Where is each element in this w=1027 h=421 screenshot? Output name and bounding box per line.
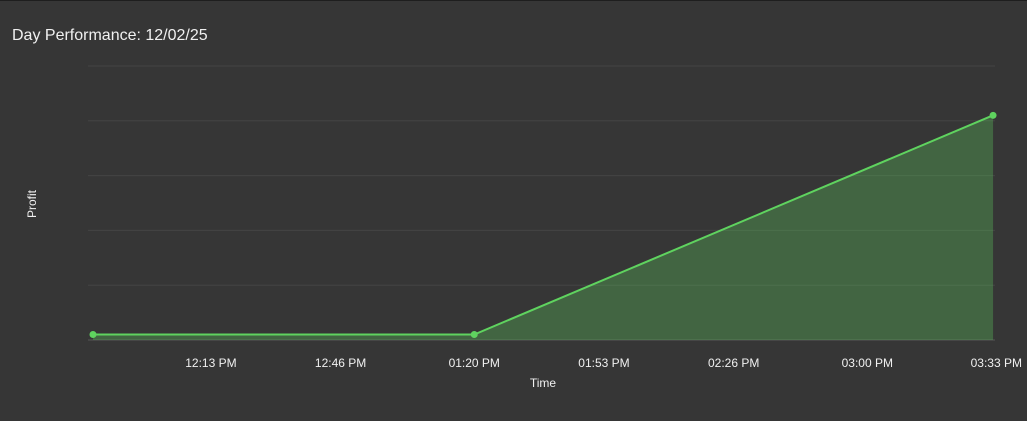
area-fill (93, 115, 994, 340)
x-axis-label: Time (530, 376, 557, 390)
chart-title: Day Performance: 12/02/25 (12, 27, 208, 44)
point (470, 331, 478, 339)
top-border (0, 0, 1027, 1)
point (989, 111, 997, 119)
x-tick-label: 03:33 PM (971, 356, 1022, 370)
point (89, 331, 97, 339)
x-tick-label: 12:46 PM (315, 356, 366, 370)
x-tick-label: 01:53 PM (578, 356, 629, 370)
y-axis-label: Profit (25, 189, 39, 218)
x-tick-label: 02:26 PM (708, 356, 759, 370)
x-tick-label: 12:13 PM (185, 356, 236, 370)
x-tick-label: 01:20 PM (449, 356, 500, 370)
x-tick-label: 03:00 PM (842, 356, 893, 370)
